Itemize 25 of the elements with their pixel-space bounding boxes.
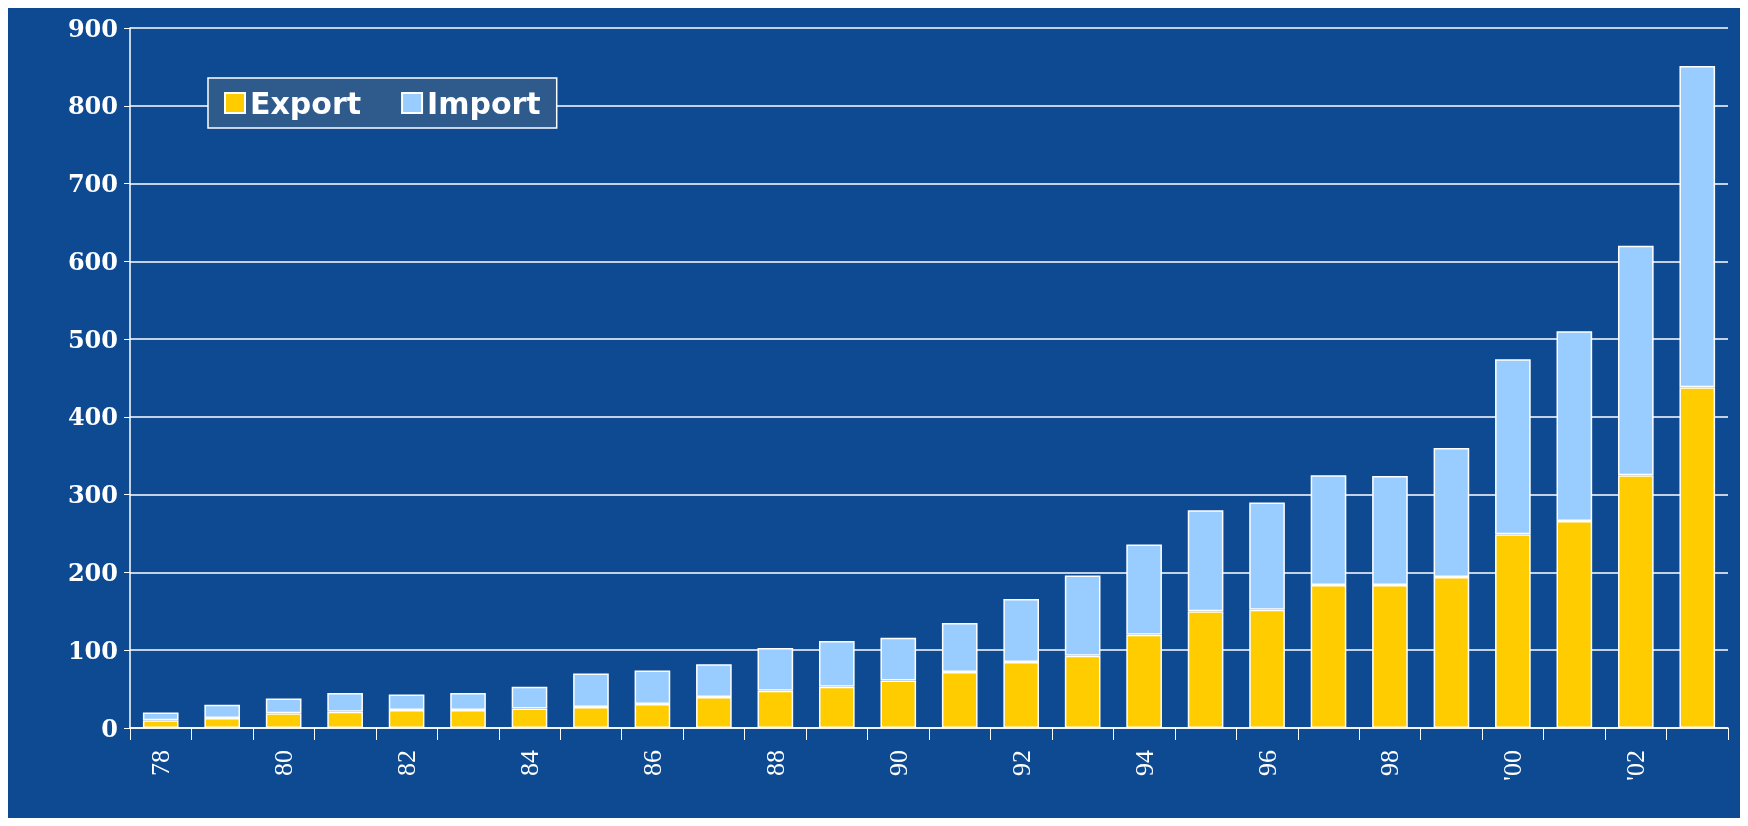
y-tick-label: 700 [67,169,118,199]
x-tick-label: 98 [1375,750,1405,776]
x-tick-label: 78 [146,750,176,776]
x-tick-label: 90 [883,750,913,776]
y-tick-label: 200 [67,557,118,587]
x-tick-label: 82 [392,750,422,776]
legend-label: Export [250,85,362,121]
x-tick-label: '02 [1621,750,1651,781]
x-tick-label: 80 [269,750,299,776]
y-tick-label: 300 [67,480,118,510]
x-tick-label: 86 [637,750,667,776]
x-tick-label: 88 [760,750,790,776]
x-tick-label: 84 [515,750,544,776]
x-tick-label: 92 [1006,750,1036,776]
y-tick-label: 400 [67,402,118,432]
y-tick-label: 100 [67,635,118,665]
y-tick-label: 800 [67,91,118,121]
x-tick-label: 96 [1252,750,1282,776]
legend-label: Import [427,85,541,121]
y-tick-label: 600 [67,246,118,276]
y-tick-label: 500 [67,324,118,354]
x-tick-label: 94 [1129,750,1159,776]
y-tick-label: 900 [67,13,118,43]
x-tick-label: '00 [1498,750,1528,781]
y-tick-label: 0 [101,713,118,743]
